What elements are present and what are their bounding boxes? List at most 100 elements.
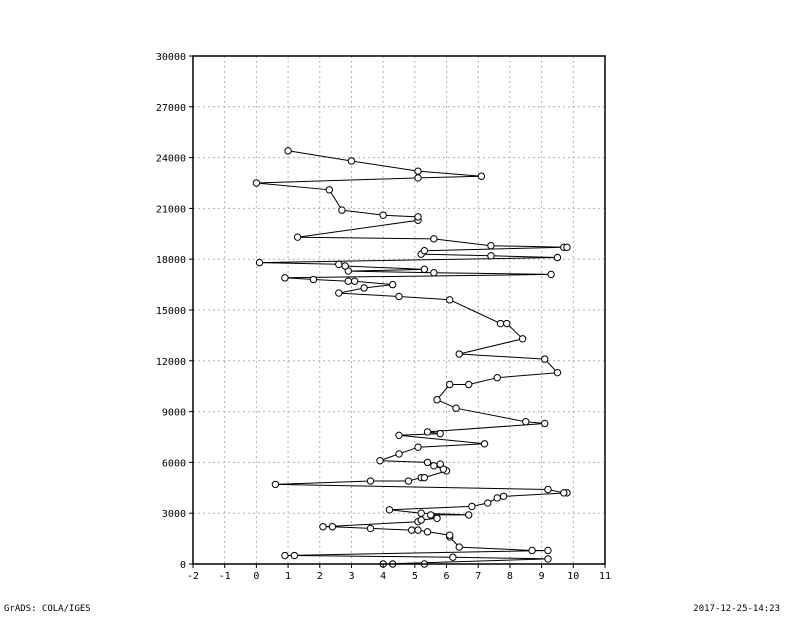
data-point [455, 350, 463, 358]
x-tick-label: 5 [412, 571, 418, 582]
data-point [493, 494, 501, 502]
data-point [477, 172, 486, 180]
data-point [449, 553, 457, 561]
data-point [544, 546, 552, 555]
data-point [553, 253, 562, 262]
x-tick-label: 9 [539, 571, 545, 582]
data-point [281, 274, 289, 282]
series-line [256, 150, 568, 565]
data-point [395, 292, 403, 301]
data-point [446, 531, 454, 539]
data-point [414, 174, 422, 182]
y-tick-label: 21000 [156, 204, 186, 215]
x-tick-label: 2 [317, 571, 323, 582]
x-tick-label: 11 [599, 571, 611, 582]
data-point [541, 355, 549, 363]
y-tick-label: 27000 [156, 103, 186, 114]
data-point [360, 284, 368, 292]
data-point [347, 157, 356, 165]
data-point [338, 206, 346, 214]
data-point [487, 252, 495, 260]
data-point [414, 213, 422, 221]
data-point [560, 489, 568, 497]
x-axis-ticks: -2 -1 0 1 2 3 4 5 6 7 8 9 10 11 [187, 564, 611, 582]
data-point [446, 296, 454, 304]
x-tick-label: 6 [444, 571, 450, 582]
data-point [430, 269, 438, 277]
data-point [522, 418, 530, 426]
data-point [499, 492, 508, 500]
data-point [480, 440, 489, 448]
data-point [281, 551, 289, 560]
x-tick-label: 0 [253, 571, 259, 582]
data-point [366, 524, 375, 533]
data-point [255, 258, 264, 267]
data-point [541, 419, 549, 428]
data-point [395, 431, 403, 440]
data-point [335, 289, 343, 297]
y-axis-ticks: 0 3000 6000 9000 12000 15000 18000 21000 24000 27… [156, 52, 193, 571]
data-point [420, 247, 429, 255]
y-tick-label: 24000 [156, 154, 186, 165]
x-tick-label: 10 [567, 571, 579, 582]
y-tick-label: 30000 [156, 52, 186, 63]
data-point [493, 374, 501, 382]
data-point [465, 511, 473, 519]
data-point [468, 502, 476, 511]
data-point [319, 523, 327, 531]
data-point [436, 460, 444, 468]
data-point [335, 260, 343, 268]
data-point [328, 523, 337, 531]
x-tick-label: 1 [285, 571, 291, 582]
y-tick-label: 9000 [162, 408, 186, 419]
data-point [414, 526, 422, 534]
y-tick-label: 18000 [156, 255, 186, 266]
x-tick-label: 4 [380, 571, 386, 582]
y-tick-label: 3000 [162, 509, 186, 520]
data-point [426, 511, 435, 519]
data-point [284, 147, 292, 155]
data-point [271, 480, 280, 489]
data-point [518, 335, 527, 343]
data-line-layer [256, 150, 568, 565]
data-point [420, 473, 429, 482]
data-point [528, 546, 536, 555]
y-tick-label: 0 [180, 560, 186, 571]
data-point [290, 551, 299, 560]
data-point [395, 450, 403, 458]
data-point [484, 499, 492, 507]
data-point [553, 368, 562, 377]
data-point [452, 404, 460, 412]
data-point [385, 506, 394, 514]
data-point [379, 211, 387, 219]
data-point [376, 457, 384, 465]
data-point [309, 275, 318, 284]
data-point [388, 280, 397, 289]
data-point [544, 485, 552, 494]
data-point [404, 477, 413, 485]
x-tick-label: 7 [475, 571, 481, 582]
y-tick-label: 12000 [156, 357, 186, 368]
data-point [465, 380, 473, 389]
data-point [344, 277, 352, 285]
data-point [423, 528, 432, 536]
data-point [430, 235, 438, 243]
footer-credit: GrADS: COLA/IGES [4, 604, 91, 614]
data-point [503, 319, 511, 328]
data-point [423, 428, 432, 436]
data-point [414, 167, 422, 175]
data-point [436, 429, 444, 438]
data-point [433, 396, 441, 404]
data-point [293, 233, 302, 241]
data-point [341, 262, 349, 270]
data-point [325, 186, 333, 194]
x-tick-label: -2 [187, 571, 199, 582]
data-point [414, 443, 422, 451]
data-point [407, 526, 416, 534]
data-point [420, 265, 429, 274]
data-point [446, 380, 454, 389]
footer-timestamp: 2017-12-25-14:23 [693, 604, 780, 614]
data-point [423, 458, 432, 467]
data-point [455, 543, 463, 551]
